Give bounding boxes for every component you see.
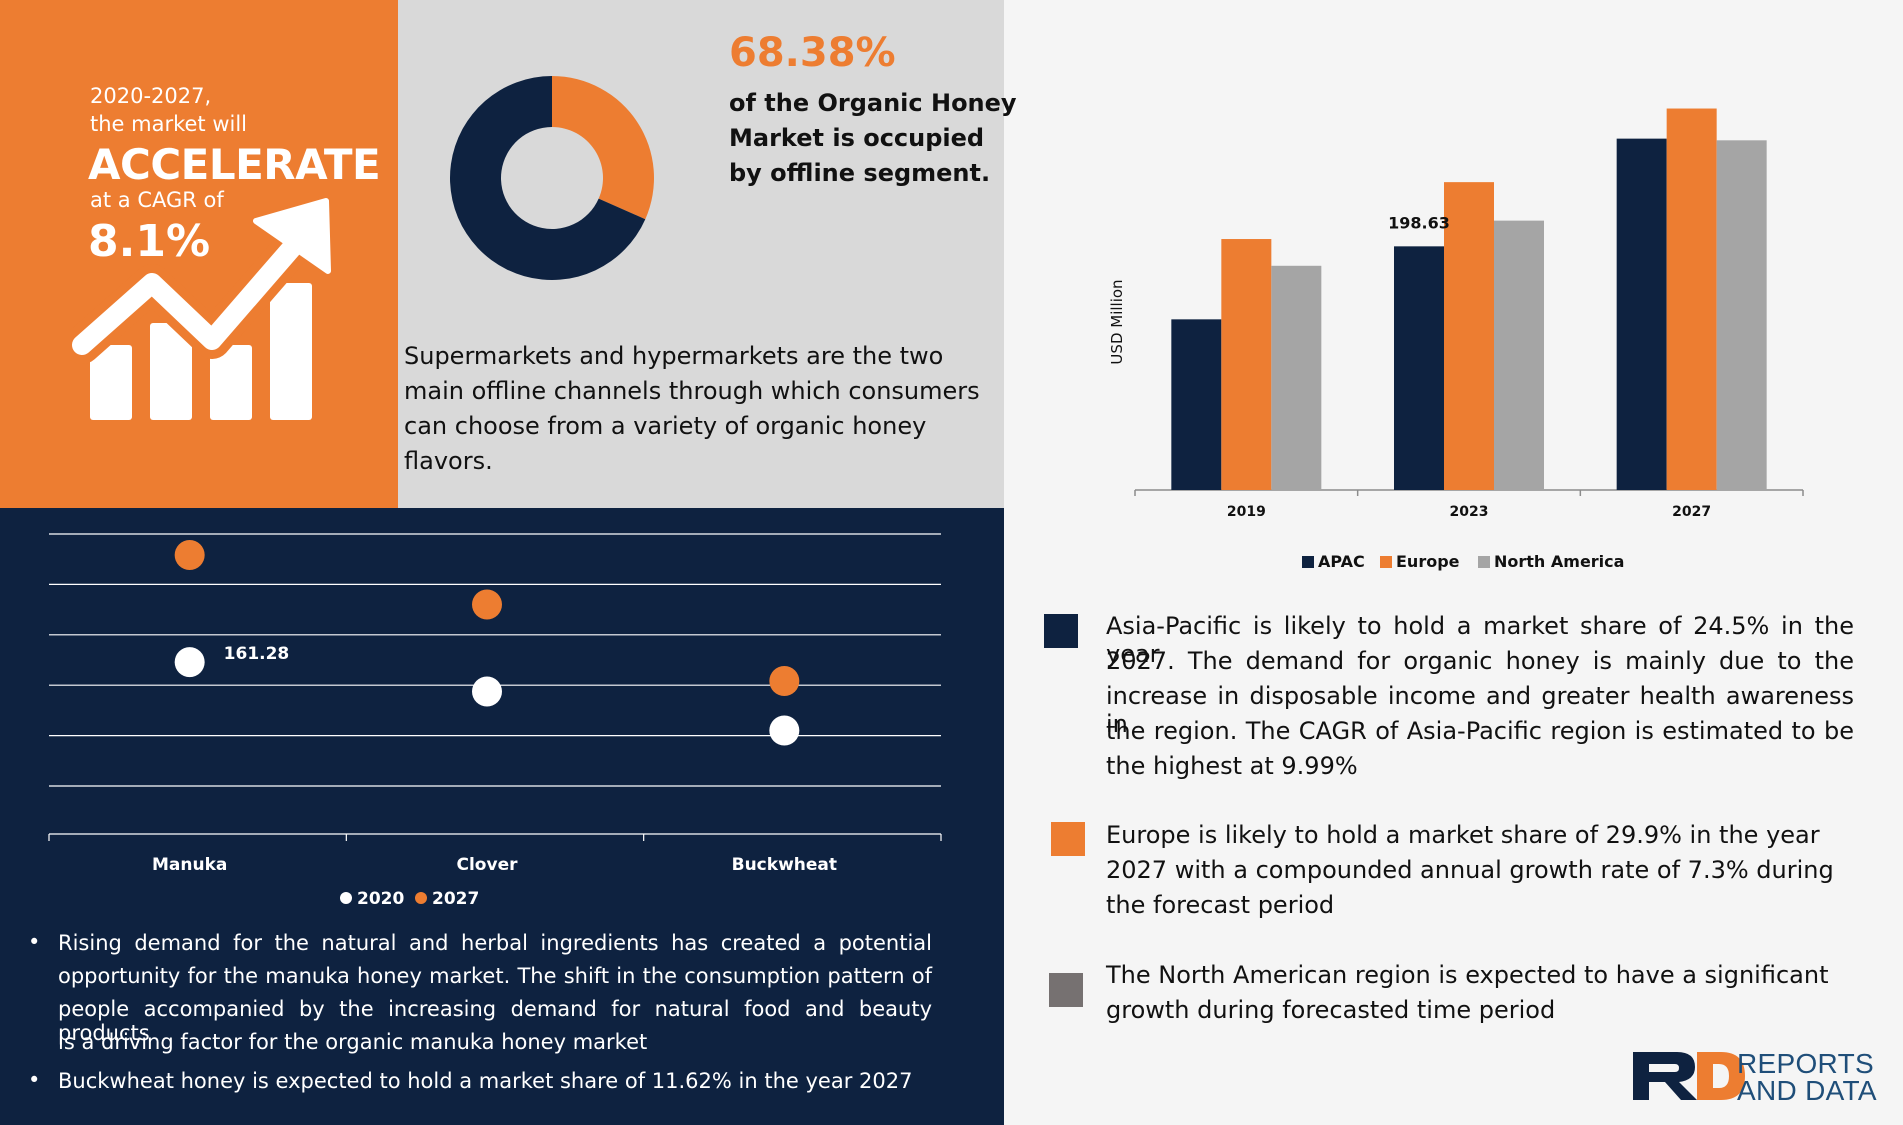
bar-europe-2023 xyxy=(1444,182,1494,490)
dot-2027-buckwheat xyxy=(769,666,800,696)
europe-swatch xyxy=(1051,822,1085,856)
data-label: 198.63 xyxy=(1388,213,1450,232)
logo-text: AND DATA xyxy=(1737,1075,1877,1106)
dot-2020-buckwheat xyxy=(769,715,800,746)
channels-text: main offline channels through which cons… xyxy=(404,377,980,405)
x-tick-label: 2027 xyxy=(1672,504,1711,520)
cagr-value: 8.1% xyxy=(88,216,211,267)
legend-label: 2027 xyxy=(432,889,479,909)
bar-north-america-2023 xyxy=(1494,220,1544,491)
legend-label: APAC xyxy=(1318,552,1365,571)
offline-share-text: by offline segment. xyxy=(729,159,991,187)
dot-2020-clover xyxy=(472,676,502,707)
europe-note: Europe is likely to hold a market share … xyxy=(1106,821,1820,849)
cagr-headline: ACCELERATE xyxy=(88,140,381,189)
offline-share-donut xyxy=(450,76,654,280)
dot-2027-clover xyxy=(472,589,502,620)
x-tick-label: 2023 xyxy=(1450,504,1489,520)
data-label: 161.28 xyxy=(224,644,290,664)
bar-north-america-2019 xyxy=(1271,265,1322,490)
cagr-intro-text: the market will xyxy=(90,112,248,136)
legend-label: North America xyxy=(1494,552,1624,571)
apac-note: the highest at 9.99% xyxy=(1106,752,1358,780)
channels-text: Supermarkets and hypermarkets are the tw… xyxy=(404,342,944,370)
dot-2027-manuka xyxy=(174,540,205,570)
legend-label: Europe xyxy=(1396,552,1460,571)
dot-2020-manuka xyxy=(174,647,205,678)
bullet-icon: • xyxy=(28,1068,41,1092)
apac-note: Asia-Pacific is likely to hold a market … xyxy=(1106,612,1854,668)
europe-note: 2027 with a compounded annual growth rat… xyxy=(1106,856,1834,884)
bar-apac-2019 xyxy=(1171,319,1222,490)
bullet-text: Rising demand for the natural and herbal… xyxy=(58,931,932,955)
bullet-text: people accompanied by the increasing dem… xyxy=(58,997,932,1045)
legend-marker xyxy=(415,892,427,904)
bar-europe-2019 xyxy=(1221,239,1272,490)
channels-text: flavors. xyxy=(404,447,493,475)
legend-label: 2020 xyxy=(357,889,404,909)
cagr-panel xyxy=(0,0,398,508)
apac-note: the region. The CAGR of Asia-Pacific reg… xyxy=(1106,717,1854,745)
north-america-note: growth during forecasted time period xyxy=(1106,996,1556,1024)
legend-marker xyxy=(1302,556,1314,568)
reports-and-data-logo xyxy=(1633,1052,1745,1100)
honey-type-panel xyxy=(0,508,1004,1125)
legend-marker xyxy=(1478,556,1490,568)
legend-marker xyxy=(1380,556,1392,568)
offline-share-text: of the Organic Honey xyxy=(729,89,1017,117)
apac-note: increase in disposable income and greate… xyxy=(1106,682,1854,738)
x-tick-label: Buckwheat xyxy=(732,855,837,875)
channels-text: can choose from a variety of organic hon… xyxy=(404,412,927,440)
x-tick-label: Clover xyxy=(457,855,519,875)
apac-note: 2027. The demand for organic honey is ma… xyxy=(1106,647,1854,675)
bullet-text: Buckwheat honey is expected to hold a ma… xyxy=(58,1069,913,1093)
offline-share-text: Market is occupied xyxy=(729,124,985,152)
bar-apac-2023 xyxy=(1394,246,1444,490)
bullet-text: opportunity for the manuka honey market.… xyxy=(58,964,932,988)
y-axis-label: USD Million xyxy=(1108,279,1126,364)
cagr-period-text: 2020-2027, xyxy=(90,84,212,108)
bar-europe-2027 xyxy=(1666,108,1717,491)
cagr-label-text: at a CAGR of xyxy=(90,188,224,212)
donut-slice-offline xyxy=(450,76,646,280)
bullet-icon: • xyxy=(28,930,41,954)
bullet-text: is a driving factor for the organic manu… xyxy=(58,1030,648,1054)
growth-chart-icon xyxy=(70,198,331,420)
honey-type-dot-chart: Manuka Clover Buckwheat 161.28 2020 2027 xyxy=(48,533,942,909)
europe-note: the forecast period xyxy=(1106,891,1335,919)
north-america-note: The North American region is expected to… xyxy=(1106,961,1829,989)
regional-bar-chart: 2019 2023 2027 198.63 USD Million APAC Europe N… xyxy=(1108,108,1804,571)
x-tick-label: Manuka xyxy=(152,855,227,875)
legend-marker xyxy=(340,892,352,904)
x-tick-label: 2019 xyxy=(1227,504,1266,520)
offline-share-percent: 68.38% xyxy=(729,30,896,76)
donut-slice-other xyxy=(552,76,654,220)
logo-text: REPORTS xyxy=(1737,1048,1874,1079)
bar-north-america-2027 xyxy=(1716,140,1767,490)
apac-swatch xyxy=(1044,614,1078,648)
bar-apac-2027 xyxy=(1616,138,1667,490)
north-america-swatch xyxy=(1049,973,1083,1007)
